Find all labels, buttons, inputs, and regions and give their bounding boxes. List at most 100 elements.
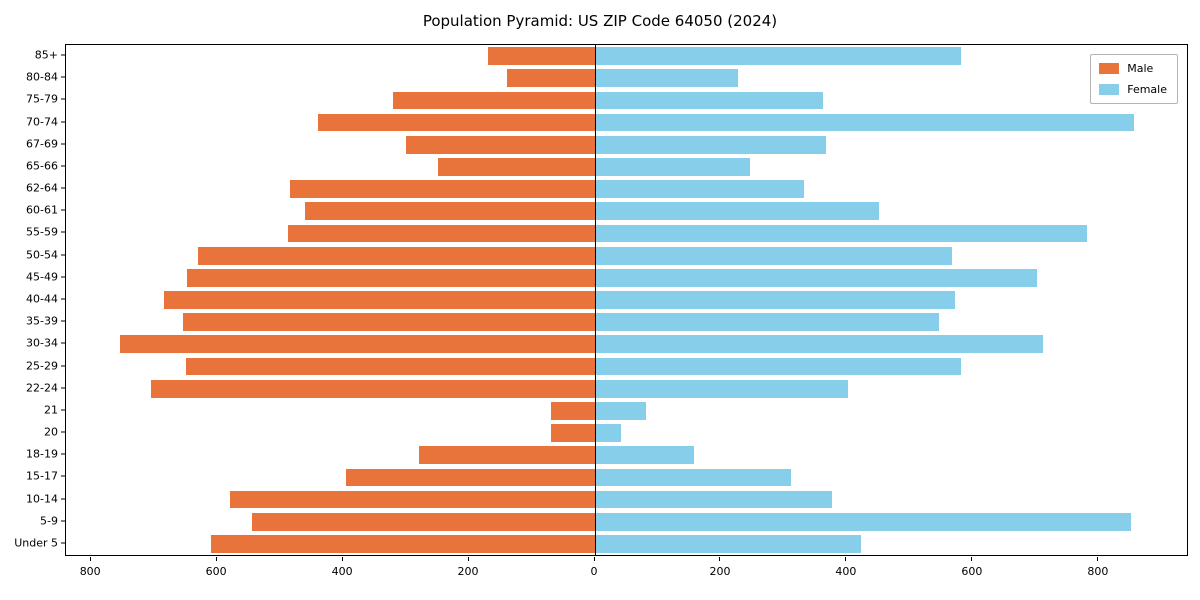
x-tick-label: 600: [205, 565, 227, 578]
y-tick-label: 22-24: [26, 381, 58, 395]
bar-male-under-5: [210, 535, 595, 553]
bar-female-45-49: [596, 268, 1037, 287]
bar-female-21: [596, 402, 647, 420]
bar-female-15-17: [596, 468, 792, 487]
y-tick-label: 18-19: [26, 447, 58, 461]
y-tick-mark: [61, 54, 65, 56]
bar-male-62-64: [289, 180, 595, 198]
y-tick-mark: [61, 98, 65, 100]
bar-male-65-66: [437, 158, 595, 176]
x-tick-mark: [971, 557, 973, 561]
y-tick-mark: [61, 121, 65, 123]
x-tick-mark: [215, 557, 217, 561]
bar-male-50-54: [198, 246, 595, 265]
bar-male-10-14: [229, 490, 595, 509]
bar-male-15-17: [346, 468, 595, 487]
y-tick-label: 67-69: [26, 137, 58, 151]
y-tick-label: 62-64: [26, 181, 58, 195]
bar-female-18-19: [596, 446, 694, 465]
bar-female-75-79: [596, 91, 823, 110]
y-tick-mark: [61, 298, 65, 300]
bar-female-80-84: [596, 69, 738, 88]
bar-male-60-61: [305, 202, 595, 221]
y-tick-mark: [61, 387, 65, 389]
x-tick-label: 400: [331, 565, 353, 578]
y-tick-mark: [61, 520, 65, 522]
y-tick-label: 20: [44, 425, 58, 439]
chart-title: Population Pyramid: US ZIP Code 64050 (2…: [422, 12, 778, 30]
y-tick-mark: [61, 498, 65, 500]
y-tick-mark: [61, 254, 65, 256]
bar-male-20: [550, 424, 595, 442]
y-tick-label: 85+: [34, 48, 58, 62]
y-tick-label: 75-79: [26, 92, 58, 106]
y-tick-mark: [61, 475, 65, 477]
bar-female-10-14: [596, 490, 833, 509]
y-axis: 85+ 80-84 75-79 70-74 67-69 65-66 62-64 60-61 55…: [0, 44, 58, 556]
bar-female-50-54: [596, 246, 952, 265]
bar-male-85+: [487, 47, 595, 65]
bar-female-67-69: [596, 135, 826, 154]
y-tick-label: 55-59: [26, 225, 58, 239]
bar-male-35-39: [182, 313, 595, 332]
bar-female-25-29: [596, 357, 962, 376]
bar-male-18-19: [418, 446, 595, 465]
bar-female-22-24: [596, 379, 848, 398]
bar-female-85+: [596, 47, 962, 65]
y-tick-label: 5-9: [40, 514, 58, 528]
bar-female-60-61: [596, 202, 880, 221]
bar-female-55-59: [596, 224, 1088, 243]
x-tick-label: 200: [457, 565, 479, 578]
bar-female-20: [596, 424, 622, 442]
y-tick-mark: [61, 76, 65, 78]
y-tick-label: 25-29: [26, 359, 58, 373]
y-tick-mark: [61, 542, 65, 544]
bar-male-80-84: [506, 69, 595, 88]
x-tick-label: 800: [1087, 565, 1109, 578]
bar-female-62-64: [596, 180, 804, 198]
male-swatch: [1099, 63, 1120, 74]
y-tick-label: Under 5: [14, 536, 58, 550]
x-tick-mark: [719, 557, 721, 561]
x-tick-mark: [341, 557, 343, 561]
legend-entry-female: Female: [1099, 83, 1167, 96]
y-tick-mark: [61, 409, 65, 411]
legend-label-male: Male: [1127, 62, 1154, 75]
legend-label-female: Female: [1127, 83, 1167, 96]
bar-female-35-39: [596, 313, 940, 332]
bar-male-5-9: [251, 512, 595, 531]
legend: Male Female: [1090, 54, 1178, 104]
y-tick-label: 45-49: [26, 270, 58, 284]
bar-male-21: [550, 402, 595, 420]
bar-female-65-66: [596, 158, 751, 176]
x-tick-mark: [1097, 557, 1099, 561]
y-tick-mark: [61, 143, 65, 145]
y-tick-label: 15-17: [26, 469, 58, 483]
bar-female-30-34: [596, 335, 1044, 354]
y-tick-label: 70-74: [26, 115, 58, 129]
bar-male-30-34: [119, 335, 595, 354]
y-tick-label: 40-44: [26, 292, 58, 306]
x-tick-label: 800: [79, 565, 101, 578]
y-tick-mark: [61, 431, 65, 433]
x-tick-mark: [467, 557, 469, 561]
female-swatch: [1099, 84, 1120, 95]
x-tick-label: 200: [709, 565, 731, 578]
y-tick-label: 30-34: [26, 336, 58, 350]
bar-male-67-69: [406, 135, 595, 154]
y-tick-label: 10-14: [26, 492, 58, 506]
bar-female-5-9: [596, 512, 1132, 531]
bar-male-55-59: [288, 224, 595, 243]
x-tick-mark: [593, 557, 595, 561]
y-tick-label: 35-39: [26, 314, 58, 328]
y-tick-label: 50-54: [26, 248, 58, 262]
y-tick-mark: [61, 365, 65, 367]
y-tick-mark: [61, 209, 65, 211]
y-tick-label: 65-66: [26, 159, 58, 173]
y-tick-mark: [61, 342, 65, 344]
bar-male-75-79: [393, 91, 595, 110]
x-tick-label: 400: [835, 565, 857, 578]
y-tick-mark: [61, 276, 65, 278]
y-tick-label: 60-61: [26, 203, 58, 217]
x-tick-mark: [89, 557, 91, 561]
